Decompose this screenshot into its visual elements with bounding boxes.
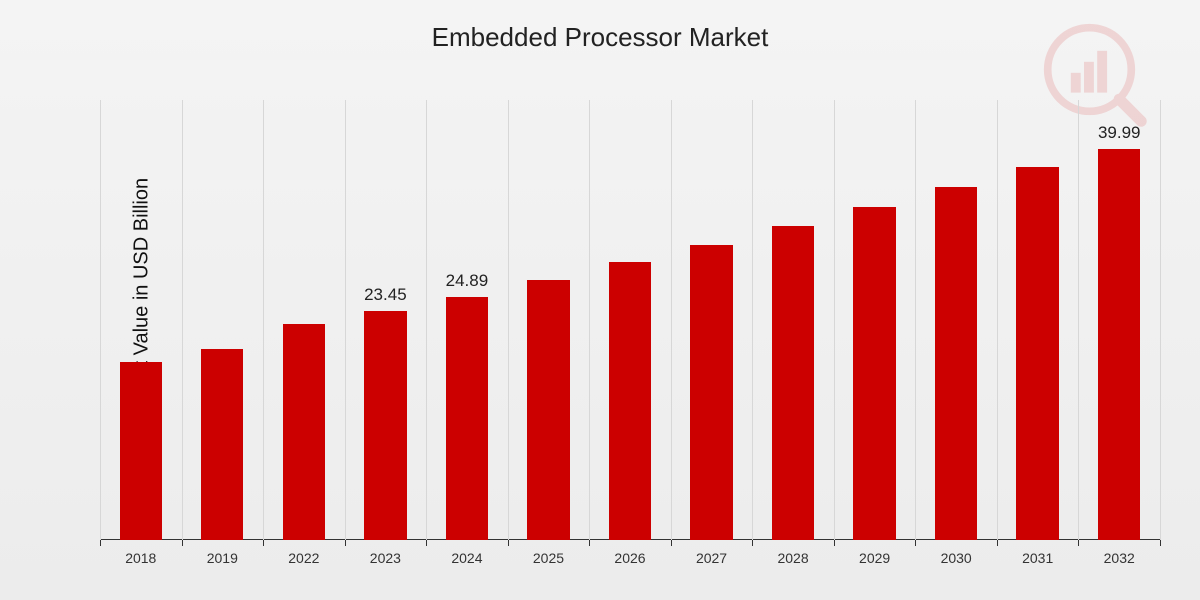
gridline: [100, 100, 101, 540]
gridline: [834, 100, 835, 540]
x-tick: [915, 540, 916, 546]
x-tick: [426, 540, 427, 546]
gridline: [915, 100, 916, 540]
bar: [446, 297, 488, 540]
x-axis-category: 2028: [777, 550, 808, 566]
bar: [364, 311, 406, 540]
x-tick: [834, 540, 835, 546]
x-axis-category: 2023: [370, 550, 401, 566]
x-axis-category: 2029: [859, 550, 890, 566]
bar: [120, 362, 162, 540]
x-tick: [752, 540, 753, 546]
x-axis-category: 2031: [1022, 550, 1053, 566]
gridline: [1078, 100, 1079, 540]
bar: [1098, 149, 1140, 540]
x-tick: [263, 540, 264, 546]
gridline: [263, 100, 264, 540]
bar: [609, 262, 651, 540]
gridline: [997, 100, 998, 540]
gridline: [182, 100, 183, 540]
x-tick: [345, 540, 346, 546]
x-tick: [182, 540, 183, 546]
bar-value-label: 24.89: [446, 271, 489, 291]
bar: [1016, 167, 1058, 540]
gridline: [589, 100, 590, 540]
x-axis-category: 2025: [533, 550, 564, 566]
x-tick: [100, 540, 101, 546]
x-axis-category: 2018: [125, 550, 156, 566]
x-axis-category: 2022: [288, 550, 319, 566]
gridline: [671, 100, 672, 540]
x-tick: [508, 540, 509, 546]
bar: [690, 245, 732, 540]
gridline: [345, 100, 346, 540]
gridline: [508, 100, 509, 540]
gridline: [426, 100, 427, 540]
chart-title: Embedded Processor Market: [0, 22, 1200, 53]
x-axis-category: 2030: [941, 550, 972, 566]
x-axis-category: 2019: [207, 550, 238, 566]
bar-value-label: 39.99: [1098, 123, 1141, 143]
gridline: [1160, 100, 1161, 540]
bar: [283, 324, 325, 540]
bar: [772, 226, 814, 540]
x-axis-category: 2024: [451, 550, 482, 566]
x-tick: [589, 540, 590, 546]
x-tick: [671, 540, 672, 546]
x-axis-category: 2032: [1104, 550, 1135, 566]
x-axis-category: 2026: [614, 550, 645, 566]
bar: [201, 349, 243, 540]
plot-area: 201820192022202323.45202424.892025202620…: [100, 100, 1160, 540]
x-tick: [997, 540, 998, 546]
gridline: [752, 100, 753, 540]
bar: [853, 207, 895, 540]
x-tick: [1078, 540, 1079, 546]
bar: [527, 280, 569, 540]
x-axis-category: 2027: [696, 550, 727, 566]
x-tick: [1160, 540, 1161, 546]
bar: [935, 187, 977, 540]
bar-value-label: 23.45: [364, 285, 407, 305]
